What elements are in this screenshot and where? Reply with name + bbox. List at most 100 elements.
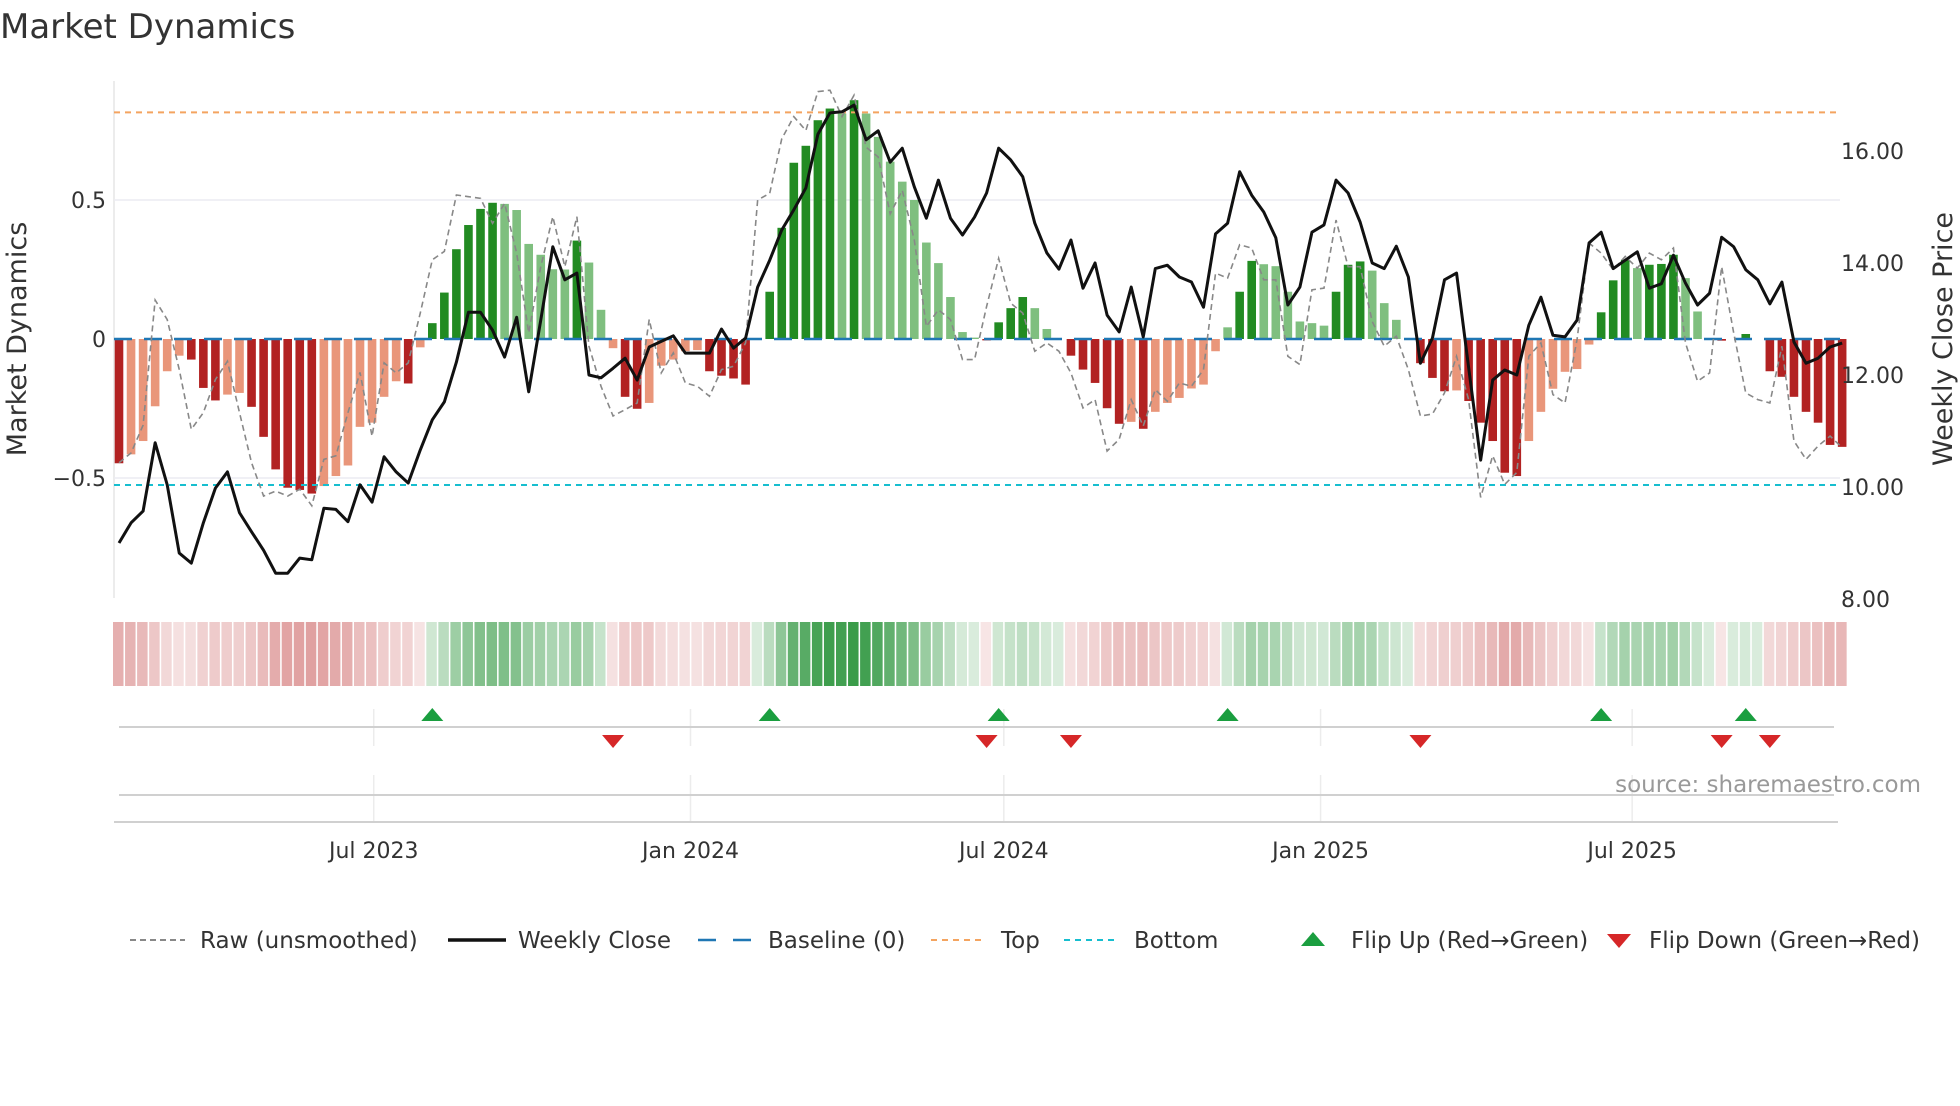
- momentum-bar-up: [1645, 264, 1654, 339]
- momentum-bar-down: [1211, 339, 1220, 352]
- heatmap-cell: [1655, 622, 1666, 686]
- heatmap-cell: [161, 622, 172, 686]
- heatmap-cell: [667, 622, 678, 686]
- heatmap-cell: [1498, 622, 1510, 686]
- heatmap-cell: [354, 622, 365, 686]
- momentum-bar-down: [355, 339, 365, 427]
- momentum-bar-down: [1560, 339, 1570, 372]
- heatmap-cell: [546, 622, 558, 686]
- momentum-bar-down: [1837, 339, 1847, 447]
- heatmap-cell: [293, 622, 305, 686]
- left-axis-ticks: 0.5 0 −0.5: [53, 189, 106, 492]
- reference-lines: [114, 111, 1840, 486]
- heatmap-cell: [896, 622, 907, 686]
- heatmap-cell: [1438, 622, 1449, 686]
- momentum-bar-down: [391, 339, 401, 382]
- momentum-bar-down: [1512, 339, 1522, 477]
- momentum-bar-down: [235, 339, 244, 393]
- heatmap-cell: [1727, 622, 1739, 686]
- legend-label: Weekly Close: [518, 928, 671, 954]
- y-tick-label: −0.5: [53, 467, 106, 492]
- momentum-bar-up: [1319, 325, 1329, 339]
- heatmap-cell: [1125, 622, 1136, 686]
- triangle-down-icon: [1607, 934, 1631, 948]
- right-axis-ticks: 16.00 14.00 12.00 10.00 8.00: [1841, 140, 1904, 613]
- heatmap-cell: [811, 622, 823, 686]
- heatmap-cell: [823, 622, 835, 686]
- momentum-bar-down: [705, 339, 714, 372]
- momentum-bar-down: [223, 339, 232, 395]
- heatmap-cell: [366, 622, 377, 686]
- momentum-bar-up: [1596, 312, 1606, 339]
- momentum-bar-up: [1355, 261, 1365, 339]
- momentum-bar-up: [1741, 333, 1751, 339]
- heatmap-cell: [884, 622, 895, 686]
- left-axis-label: Market Dynamics: [2, 222, 33, 457]
- heatmap-cell: [414, 622, 425, 686]
- momentum-bar-down: [1066, 339, 1076, 356]
- momentum-bar-down: [1416, 339, 1425, 364]
- momentum-bar-up: [596, 309, 606, 339]
- heatmap-cell: [944, 622, 955, 686]
- heatmap-cell: [1643, 622, 1654, 686]
- heatmap-cell: [209, 622, 220, 686]
- heatmap-cell: [1077, 622, 1088, 686]
- heatmap-cell: [1703, 622, 1715, 686]
- momentum-bar-down: [717, 339, 726, 376]
- regime-heatmap-strip: [113, 622, 1847, 686]
- heatmap-cell: [474, 622, 485, 686]
- momentum-bar-up: [500, 203, 509, 339]
- heatmap-cell: [1149, 622, 1160, 686]
- heatmap-cell: [1715, 622, 1727, 686]
- flip-down-triangle-icon: [602, 735, 625, 748]
- legend-item: Flip Up (Red→Green): [1301, 928, 1588, 954]
- momentum-bar-down: [367, 339, 377, 423]
- momentum-bar-up: [1259, 264, 1269, 339]
- heatmap-cell: [450, 622, 461, 686]
- momentum-bar-up: [1367, 270, 1377, 339]
- heatmap-cell: [1016, 622, 1028, 686]
- legend-label: Raw (unsmoothed): [200, 928, 418, 954]
- momentum-bar-up: [801, 145, 811, 339]
- heatmap-cell: [619, 622, 630, 686]
- heatmap-cell: [1269, 622, 1281, 686]
- heatmap-cell: [257, 622, 269, 686]
- momentum-bar-down: [1440, 339, 1449, 392]
- heatmap-cell: [1101, 622, 1112, 686]
- momentum-bar-down: [1825, 339, 1835, 445]
- heatmap-cell: [1751, 622, 1763, 686]
- heatmap-cell: [968, 622, 980, 686]
- flip-up-triangle-icon: [987, 708, 1010, 721]
- momentum-bar-up: [946, 297, 955, 339]
- momentum-bar-up: [1018, 297, 1028, 339]
- momentum-bar-up: [813, 120, 823, 340]
- flip-up-triangle-icon: [758, 708, 781, 721]
- heatmap-cell: [1583, 622, 1594, 686]
- legend-item: Baseline (0): [698, 928, 905, 954]
- momentum-bar-up: [789, 162, 799, 339]
- momentum-bar-up: [428, 323, 437, 339]
- momentum-bar-down: [693, 339, 702, 351]
- y-tick-label: 0: [92, 328, 106, 353]
- heatmap-cell: [631, 622, 642, 686]
- flip-down-triangle-icon: [1409, 735, 1432, 748]
- legend-label: Top: [1000, 928, 1040, 954]
- momentum-bar-down: [656, 339, 666, 366]
- heatmap-cell: [1209, 622, 1221, 686]
- x-tick-label: Jul 2023: [327, 839, 419, 864]
- heatmap-cell: [751, 622, 763, 686]
- momentum-bar-up: [548, 269, 558, 339]
- heatmap-cell: [1113, 622, 1124, 686]
- momentum-bar-up: [1235, 291, 1244, 339]
- momentum-bar-down: [632, 339, 642, 409]
- heatmap-cell: [426, 622, 437, 686]
- momentum-bar-down: [1163, 339, 1172, 403]
- momentum-bar-down: [1187, 339, 1196, 389]
- heatmap-cell: [317, 622, 329, 686]
- x-tick-label: Jul 2024: [957, 839, 1049, 864]
- momentum-bar-up: [560, 269, 570, 339]
- legend-item: Raw (unsmoothed): [130, 928, 418, 954]
- heatmap-cell: [1330, 622, 1341, 686]
- heatmap-cell: [1534, 622, 1546, 686]
- heatmap-cell: [1800, 622, 1811, 686]
